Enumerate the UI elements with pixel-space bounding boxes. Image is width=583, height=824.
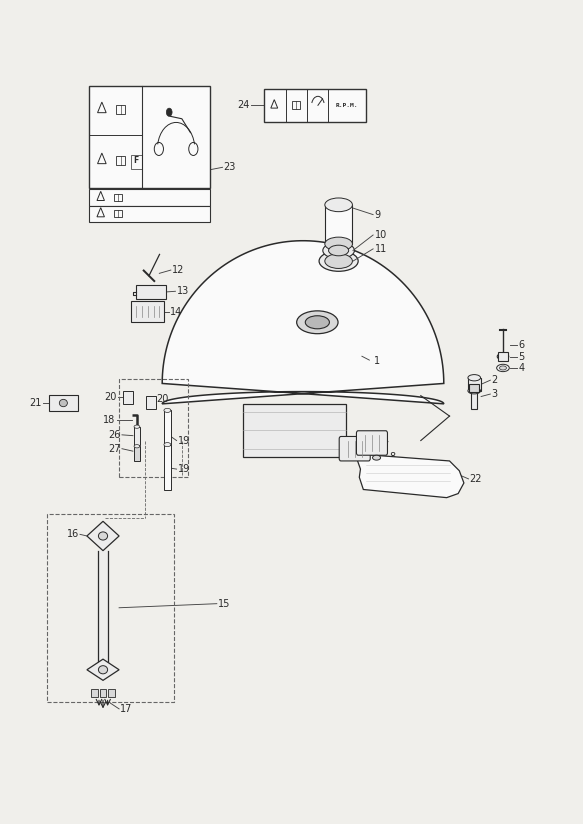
Bar bbox=[117, 105, 125, 114]
Ellipse shape bbox=[164, 442, 171, 447]
Text: 14: 14 bbox=[170, 307, 182, 316]
Text: 15: 15 bbox=[218, 599, 230, 609]
Bar bbox=[498, 352, 508, 362]
Ellipse shape bbox=[500, 366, 507, 370]
Ellipse shape bbox=[329, 246, 349, 255]
Bar bbox=[108, 690, 115, 697]
Bar bbox=[89, 206, 210, 222]
Text: 16: 16 bbox=[66, 529, 79, 540]
Bar bbox=[134, 447, 140, 461]
Bar bbox=[146, 396, 156, 409]
Ellipse shape bbox=[166, 108, 172, 116]
Text: 18: 18 bbox=[103, 415, 115, 425]
Text: R.P.M.: R.P.M. bbox=[336, 103, 359, 108]
Bar bbox=[472, 391, 477, 409]
Ellipse shape bbox=[164, 409, 171, 412]
FancyBboxPatch shape bbox=[339, 437, 370, 461]
Bar bbox=[49, 395, 78, 411]
Ellipse shape bbox=[319, 250, 358, 271]
Bar bbox=[264, 89, 366, 122]
Bar bbox=[114, 210, 122, 218]
Bar bbox=[117, 156, 125, 165]
Bar bbox=[292, 101, 300, 110]
Polygon shape bbox=[243, 404, 346, 456]
Text: 19: 19 bbox=[178, 464, 190, 474]
Text: 1: 1 bbox=[374, 357, 380, 367]
Bar bbox=[468, 377, 480, 391]
FancyBboxPatch shape bbox=[131, 301, 164, 322]
Text: 19: 19 bbox=[178, 436, 190, 446]
Bar bbox=[122, 391, 133, 404]
Bar bbox=[47, 514, 174, 701]
Bar bbox=[325, 205, 352, 244]
Polygon shape bbox=[87, 659, 119, 681]
Text: 2: 2 bbox=[491, 375, 498, 385]
Text: 3: 3 bbox=[491, 389, 498, 399]
Text: 22: 22 bbox=[470, 474, 482, 484]
Text: 7: 7 bbox=[382, 442, 388, 452]
Bar bbox=[114, 194, 122, 201]
Text: 10: 10 bbox=[375, 230, 387, 240]
Text: 27: 27 bbox=[108, 443, 121, 454]
Ellipse shape bbox=[323, 242, 354, 259]
Bar bbox=[134, 427, 140, 445]
Ellipse shape bbox=[468, 387, 480, 394]
Ellipse shape bbox=[99, 666, 108, 674]
Ellipse shape bbox=[297, 311, 338, 334]
Text: 9: 9 bbox=[375, 209, 381, 220]
Ellipse shape bbox=[134, 445, 140, 448]
Ellipse shape bbox=[468, 375, 480, 381]
FancyBboxPatch shape bbox=[136, 285, 166, 299]
Text: 11: 11 bbox=[375, 244, 387, 254]
Bar bbox=[131, 156, 142, 170]
Ellipse shape bbox=[325, 198, 352, 212]
Text: 12: 12 bbox=[172, 265, 184, 275]
Bar bbox=[119, 379, 188, 477]
Text: 17: 17 bbox=[120, 704, 132, 714]
Text: 26: 26 bbox=[108, 430, 121, 440]
Polygon shape bbox=[162, 241, 444, 404]
Text: F: F bbox=[134, 156, 139, 165]
Ellipse shape bbox=[305, 316, 329, 329]
Text: 23: 23 bbox=[224, 162, 236, 172]
Text: 4: 4 bbox=[518, 363, 525, 373]
Ellipse shape bbox=[325, 254, 352, 269]
Bar bbox=[89, 190, 210, 206]
Ellipse shape bbox=[59, 400, 68, 407]
Bar bbox=[100, 690, 107, 697]
Ellipse shape bbox=[497, 364, 510, 372]
Ellipse shape bbox=[134, 425, 140, 428]
Ellipse shape bbox=[373, 455, 381, 460]
FancyBboxPatch shape bbox=[356, 431, 388, 455]
Bar bbox=[469, 384, 479, 392]
Bar bbox=[89, 86, 210, 188]
Polygon shape bbox=[87, 522, 119, 550]
Ellipse shape bbox=[497, 353, 509, 360]
Text: 21: 21 bbox=[30, 398, 42, 408]
Text: 5: 5 bbox=[518, 352, 525, 362]
Bar bbox=[91, 690, 98, 697]
Text: 20: 20 bbox=[156, 394, 168, 404]
Ellipse shape bbox=[325, 237, 352, 250]
Text: 8: 8 bbox=[389, 452, 395, 462]
Ellipse shape bbox=[99, 532, 108, 540]
Bar bbox=[164, 410, 171, 456]
Text: 13: 13 bbox=[177, 286, 189, 297]
Bar bbox=[164, 445, 171, 490]
Text: 6: 6 bbox=[518, 340, 525, 350]
Text: 24: 24 bbox=[238, 101, 250, 110]
Polygon shape bbox=[357, 454, 464, 498]
Text: 20: 20 bbox=[104, 392, 117, 402]
